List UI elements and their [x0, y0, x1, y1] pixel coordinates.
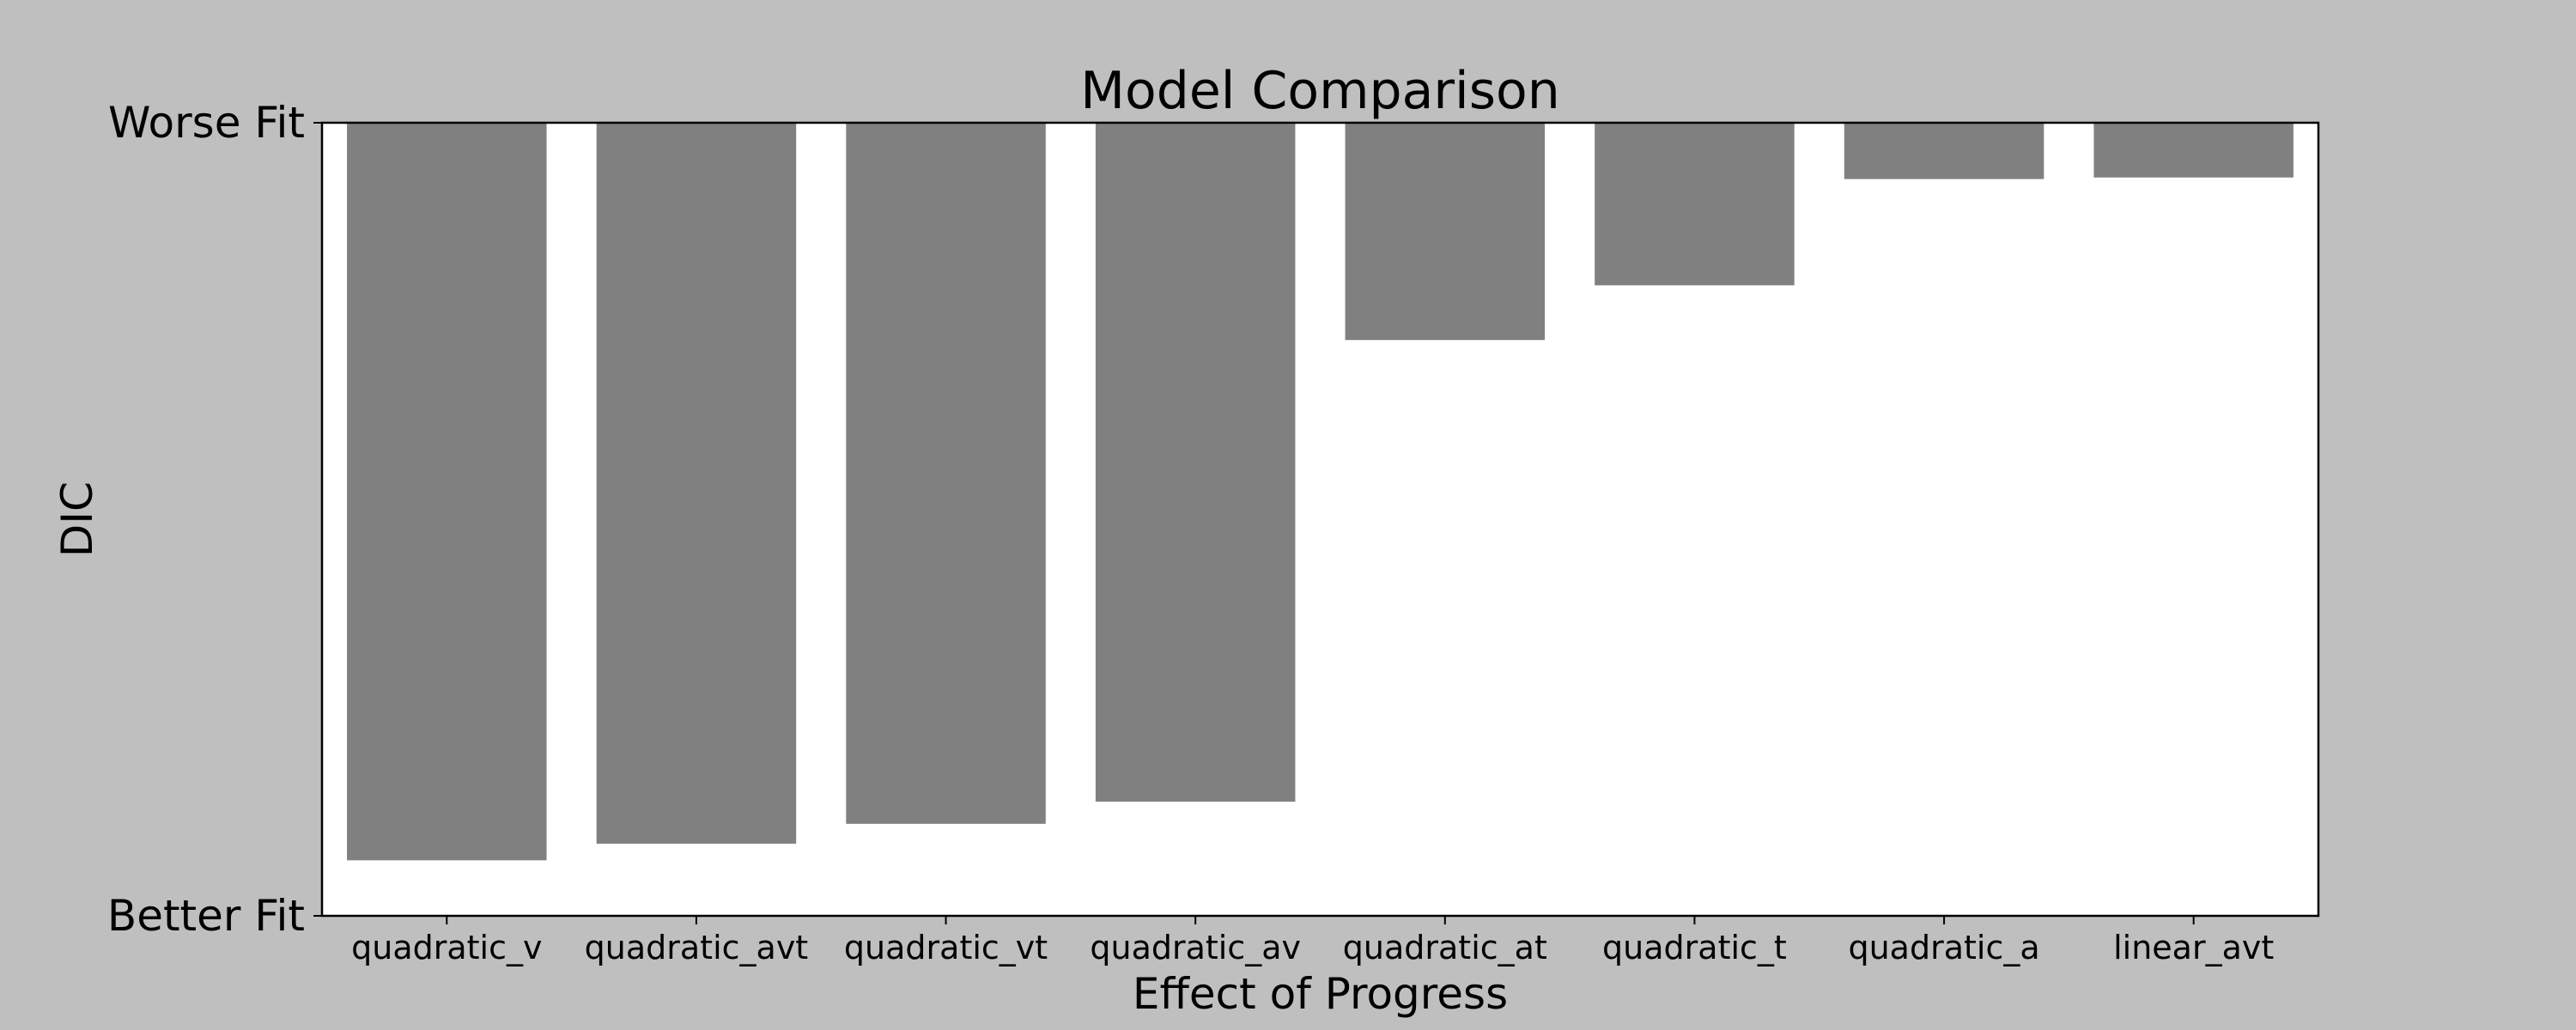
- plot-frame: [320, 121, 2320, 918]
- bar-quadratic_a: [1844, 123, 2044, 179]
- x-ticks-group: quadratic_v quadratic_avt quadratic_vt quad…: [351, 916, 2274, 966]
- x-axis-label: Effect of Progress: [1133, 969, 1508, 1019]
- x-tick-label: quadratic_t: [1602, 929, 1787, 966]
- bar-quadratic_v: [347, 123, 547, 861]
- bar-linear_avt: [2093, 123, 2293, 178]
- x-tick-label: quadratic_at: [1343, 929, 1547, 966]
- x-tick-label: quadratic_av: [1090, 929, 1301, 966]
- bar-quadratic_t: [1595, 123, 1795, 286]
- bar-quadratic_avt: [596, 123, 797, 844]
- y-ticks-group: Worse Fit Better Fit: [107, 98, 322, 941]
- x-tick-label: quadratic_v: [351, 929, 542, 966]
- chart-title: Model Comparison: [1080, 61, 1559, 121]
- x-tick-label: quadratic_a: [1848, 929, 2039, 966]
- x-tick-label: quadratic_avt: [585, 929, 809, 966]
- bar-quadratic_at: [1345, 123, 1546, 341]
- x-tick-label: quadratic_vt: [844, 929, 1048, 966]
- bar-quadratic_vt: [846, 123, 1046, 824]
- y-tick-label: Worse Fit: [108, 98, 305, 148]
- x-tick-label: linear_avt: [2113, 929, 2274, 966]
- bars-group: [347, 123, 2293, 861]
- bar-quadratic_av: [1095, 123, 1296, 802]
- y-axis-label: DIC: [52, 482, 102, 557]
- y-tick-label: Better Fit: [107, 891, 305, 941]
